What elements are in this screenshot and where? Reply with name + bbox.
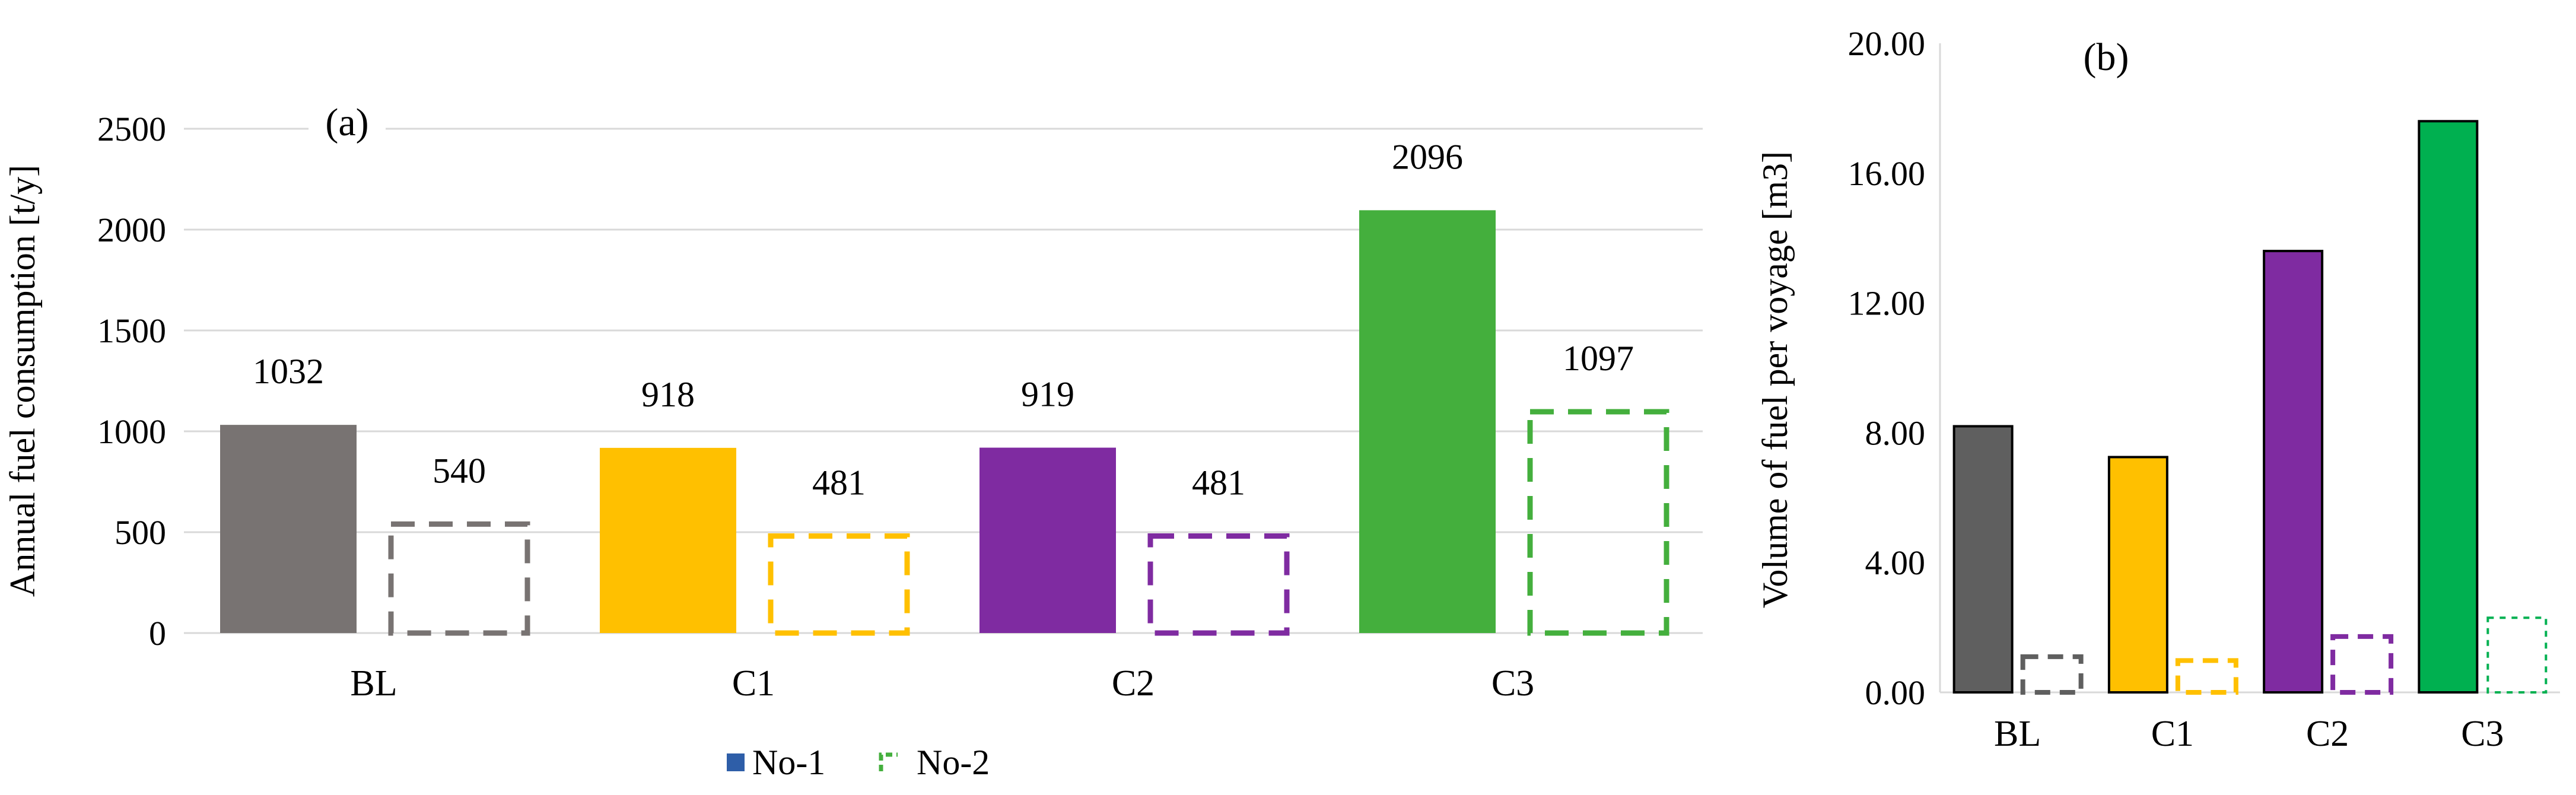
x-tick-label: C2 (2306, 714, 2349, 754)
x-tick-label: C1 (2151, 714, 2194, 754)
data-label: 540 (432, 451, 486, 490)
bar-no-2 (1147, 533, 1290, 636)
y-tick-label: 0.00 (1865, 673, 1926, 712)
legend: No-1 No-2 (727, 743, 990, 782)
bar-no-2 (2486, 616, 2548, 694)
panel-label: (a) (325, 101, 368, 144)
bar-no-2 (388, 521, 530, 636)
x-tick-label: C3 (2461, 714, 2504, 754)
bar-no-1 (1359, 210, 1496, 633)
bar-no-1 (2418, 120, 2479, 694)
y-tick-label: 20.00 (1848, 24, 1926, 63)
y-tick-label: 1000 (97, 412, 166, 451)
bar-no-1 (2263, 250, 2324, 694)
y-axis-title: Volume of fuel per voyage [m3] (1756, 151, 1795, 608)
y-tick-label: 1500 (97, 311, 166, 350)
bar-no-1 (1952, 425, 2014, 694)
bar-no-1 (600, 447, 736, 633)
y-tick-label: 12.00 (1848, 284, 1926, 323)
bar-no-2 (2175, 658, 2238, 695)
panel-label: (b) (2084, 36, 2129, 79)
x-tick-label: C1 (732, 663, 775, 704)
y-tick-label: 500 (115, 513, 166, 552)
data-label: 2096 (1392, 137, 1463, 176)
bar-no-1 (220, 425, 357, 633)
bar-no-1 (979, 447, 1116, 633)
panel-label-bg (309, 95, 386, 148)
x-tick-label: BL (350, 663, 397, 704)
data-label: 481 (812, 463, 866, 502)
x-tick-label: C2 (1112, 663, 1155, 704)
y-tick-label: 0 (149, 614, 166, 653)
bar-no-1 (2107, 456, 2168, 694)
y-axis-title: Annual fuel consumption [t/y] (3, 165, 42, 597)
chart-b: 0.00 4.00 8.00 12.00 16.00 20.00 (b) Volume of … (1756, 24, 2560, 754)
bar-no-2 (2020, 654, 2084, 695)
legend-label-no-1: No-1 (752, 743, 825, 782)
legend-swatch-no-2 (879, 752, 898, 771)
data-label: 1097 (1563, 339, 1634, 378)
y-tick-label: 2000 (97, 211, 166, 249)
y-tick-label: 2500 (97, 110, 166, 148)
chart-a: 0 500 1000 1500 2000 2500 (a) Annual fuel consu… (3, 95, 1703, 704)
data-label: 1032 (253, 352, 324, 391)
x-tick-label: C3 (1491, 663, 1534, 704)
y-tick-label: 4.00 (1865, 543, 1926, 582)
data-label: 918 (641, 375, 695, 414)
bar-no-2 (2330, 634, 2394, 695)
data-label: 481 (1192, 463, 1245, 502)
bar-no-2 (1527, 409, 1669, 636)
data-label: 919 (1021, 375, 1074, 414)
y-tick-label: 16.00 (1848, 154, 1926, 193)
x-tick-label: BL (1994, 714, 2041, 754)
legend-swatch-no-1 (727, 753, 745, 771)
y-tick-label: 8.00 (1865, 414, 1926, 452)
legend-label-no-2: No-2 (917, 743, 990, 782)
bar-no-2 (768, 533, 910, 636)
